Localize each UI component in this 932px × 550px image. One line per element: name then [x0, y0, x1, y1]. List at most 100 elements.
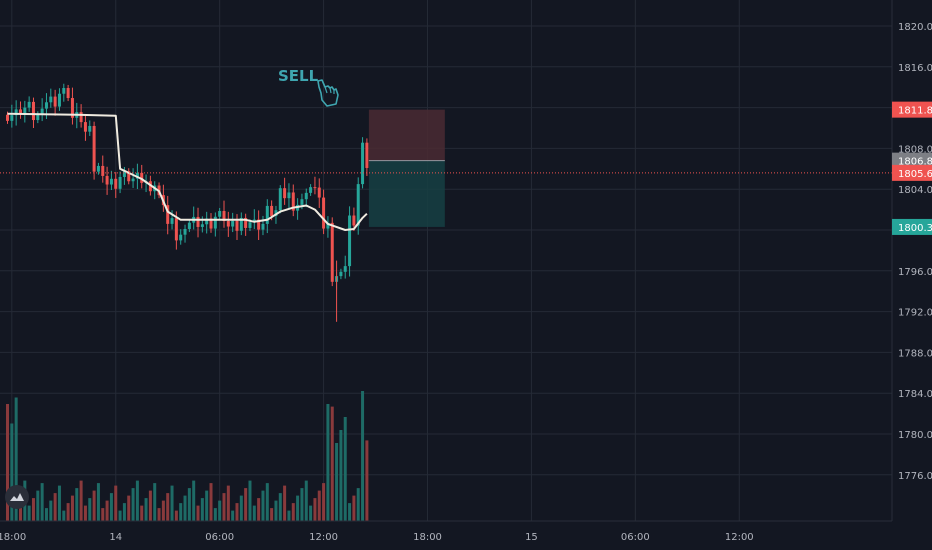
- position-tool[interactable]: [368, 109, 445, 227]
- candle-body: [231, 220, 235, 227]
- volume-bar: [239, 495, 243, 521]
- volume-bar: [179, 503, 183, 521]
- candle-body: [287, 192, 291, 199]
- candle-body: [309, 187, 313, 193]
- time-tick-label: 18:00: [413, 532, 442, 543]
- time-tick-label: 12:00: [725, 532, 754, 543]
- take-profit-zone: [368, 160, 445, 227]
- volume-bar: [148, 490, 152, 521]
- volume-bar: [170, 485, 174, 521]
- candle-body: [356, 184, 360, 226]
- candle-body: [10, 115, 14, 121]
- volume-bar: [300, 488, 304, 521]
- volume-bar: [140, 505, 144, 521]
- volume-bar: [257, 498, 261, 521]
- volume-bar: [296, 495, 300, 521]
- candle-body: [209, 218, 213, 229]
- candle-body: [36, 114, 40, 121]
- volume-bar: [153, 483, 157, 521]
- volume-bar: [231, 510, 235, 521]
- candle-body: [53, 96, 57, 107]
- volume-bar: [291, 503, 295, 521]
- volume-bar: [356, 488, 360, 521]
- candle-body: [101, 165, 105, 176]
- candle-body: [96, 165, 100, 172]
- volume-bar: [352, 495, 356, 521]
- candle-body: [326, 222, 330, 229]
- volume-bar: [322, 483, 326, 521]
- time-tick-label: 15: [525, 532, 538, 543]
- volume-bar: [92, 490, 96, 521]
- volume-bar: [96, 483, 100, 521]
- candle-body: [114, 178, 118, 189]
- price-tick-label: 1792.0: [898, 308, 932, 319]
- volume-bar: [335, 443, 339, 521]
- volume-bar: [213, 508, 217, 521]
- volume-bar: [274, 500, 278, 521]
- volume-bar: [70, 495, 74, 521]
- target-price-badge-text: 1800.3: [898, 223, 932, 234]
- volume-bar: [235, 503, 239, 521]
- volume-bar: [365, 440, 369, 521]
- candle-body: [27, 101, 31, 108]
- candle-body: [213, 216, 217, 229]
- volume-bar: [205, 490, 209, 521]
- moving-average: [7, 112, 368, 231]
- volume-bar: [101, 508, 105, 521]
- volume-bar: [252, 505, 256, 521]
- last-price-badge-background: [892, 164, 932, 181]
- candle-body: [317, 187, 321, 198]
- candle-body: [339, 271, 343, 277]
- price-tick-label: 1804.0: [898, 185, 932, 196]
- candle-body: [88, 125, 92, 132]
- price-tick-label: 1776.0: [898, 471, 932, 482]
- volume-bar: [157, 508, 161, 521]
- candle-body: [235, 220, 239, 231]
- volume-bar: [222, 493, 226, 521]
- volume-bar: [83, 505, 87, 521]
- candle-body: [313, 187, 317, 189]
- volume-bar: [118, 510, 122, 521]
- volume-bar: [270, 508, 274, 521]
- target-price-badge-background: [892, 218, 932, 235]
- volume-bar: [27, 505, 31, 521]
- candle-body: [14, 109, 18, 116]
- candle-body: [270, 205, 274, 216]
- volume-bar: [49, 500, 53, 521]
- tradingview-logo-icon[interactable]: [5, 485, 29, 509]
- volume-bar: [304, 480, 308, 521]
- volume-bar: [14, 397, 18, 521]
- price-tick-label: 1808.0: [898, 144, 932, 155]
- candle-body: [343, 266, 347, 272]
- candle-body: [49, 96, 53, 103]
- entry-price-badge-background: [892, 152, 932, 169]
- candle-body: [23, 107, 27, 114]
- volume-bar: [88, 498, 92, 521]
- volume-bar: [10, 423, 14, 521]
- volume-bar: [187, 488, 191, 521]
- stop-loss-zone: [368, 109, 445, 161]
- candle-body: [291, 192, 295, 211]
- candle-body: [361, 142, 365, 185]
- candles: [6, 83, 369, 322]
- candle-body: [140, 172, 144, 183]
- candle-body: [174, 218, 178, 241]
- volume-bar: [361, 391, 365, 521]
- candle-body: [278, 188, 282, 211]
- candle-body: [330, 222, 334, 282]
- volume-bar: [53, 493, 57, 521]
- time-axis[interactable]: 18:00 14 06:00 12:00 18:00 15 06:00 12:00: [0, 520, 892, 543]
- volume-bars: [6, 391, 369, 521]
- volume-bar: [36, 490, 40, 521]
- volume-bar: [105, 500, 109, 521]
- price-tick-label: 1816.0: [898, 63, 932, 74]
- candle-body: [261, 223, 265, 230]
- volume-bar: [244, 488, 248, 521]
- volume-bar: [261, 490, 265, 521]
- time-tick-label: 06:00: [621, 532, 650, 543]
- volume-bar: [317, 490, 321, 521]
- stop-price-badge-background: [892, 101, 932, 118]
- sell-annotation[interactable]: SELL: [278, 67, 339, 107]
